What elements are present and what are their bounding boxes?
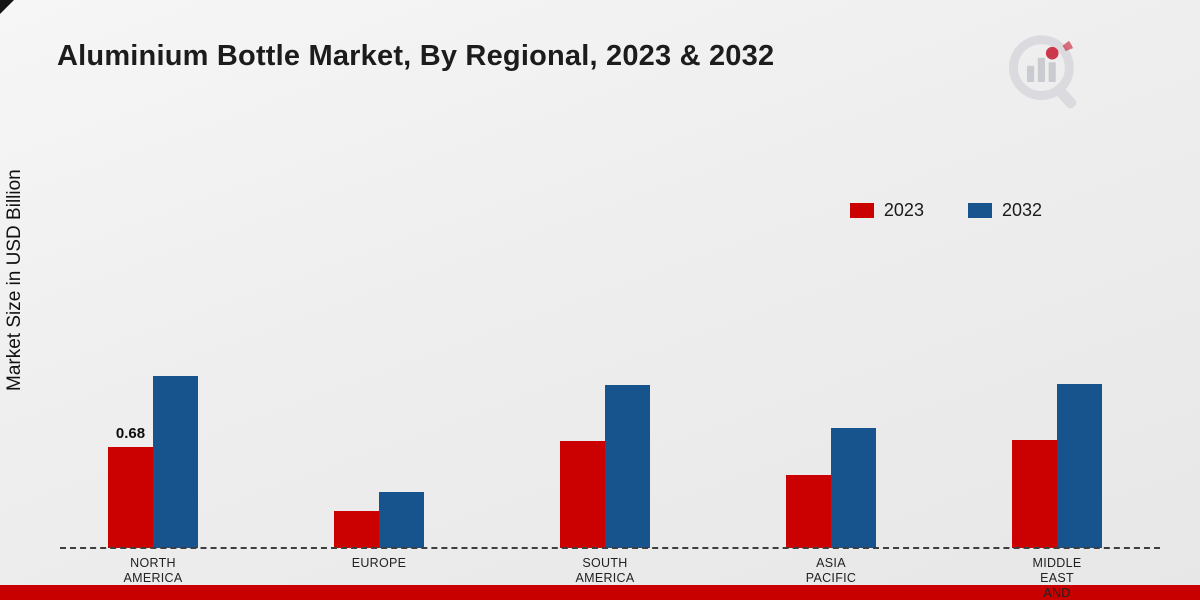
bar-2032-north-america [153, 376, 198, 548]
magnifier-barchart-logo-icon [1009, 35, 1077, 109]
legend-label-2023: 2023 [883, 200, 924, 220]
x-axis-line [60, 547, 1160, 549]
legend-item-2032: 2032 [967, 200, 1042, 221]
bar-2023-asia-pacific [786, 475, 831, 548]
category-label-middle-east-and: MIDDLE EAST AND [1032, 556, 1082, 600]
bar-2032-europe [379, 492, 424, 548]
legend-swatch-2032 [967, 203, 992, 218]
bar-group-north-america: 0.68 [40, 376, 266, 548]
bar-2023-europe [334, 511, 379, 548]
chart-title: Aluminium Bottle Market, By Regional, 20… [57, 40, 775, 72]
category-labels-row: NORTH AMERICA EUROPE SOUTH AMERICA ASIA PACIFI… [40, 548, 1170, 600]
category-label-north-america: NORTH AMERICA [123, 556, 183, 585]
legend-item-2023: 2023 [849, 200, 924, 221]
bar-2023-north-america: 0.68 [108, 425, 153, 548]
bar-group-middle-east-and [944, 384, 1170, 548]
bar-2032-south-america [605, 385, 650, 548]
bar-group-asia-pacific [718, 428, 944, 548]
bar-2032-asia-pacific [831, 428, 876, 548]
y-axis-label: Market Size in USD Billion [4, 169, 25, 391]
brand-logo [1000, 28, 1090, 118]
bars-row: 0.68 [40, 376, 1170, 548]
bar-2023-middle-east-and [1012, 440, 1057, 548]
bar-2023-south-america [560, 441, 605, 548]
category-label-south-america: SOUTH AMERICA [575, 556, 635, 585]
plot-area: 0.68 NORTH AMERICA EUROPE SOUTH AMERICA ASIA P… [40, 150, 1170, 600]
bar-group-europe [266, 492, 492, 548]
bar-2032-middle-east-and [1057, 384, 1102, 548]
category-label-asia-pacific: ASIA PACIFIC [805, 556, 857, 585]
value-label-2023-north-america: 0.68 [115, 425, 146, 442]
category-label-europe: EUROPE [351, 556, 407, 570]
legend-label-2032: 2032 [1001, 200, 1042, 220]
bar-group-south-america [492, 385, 718, 548]
bottom-strip [0, 585, 1200, 600]
corner-fold-decoration [0, 0, 14, 14]
legend-swatch-2023 [849, 203, 874, 218]
legend: 2023 2032 [849, 200, 1042, 221]
